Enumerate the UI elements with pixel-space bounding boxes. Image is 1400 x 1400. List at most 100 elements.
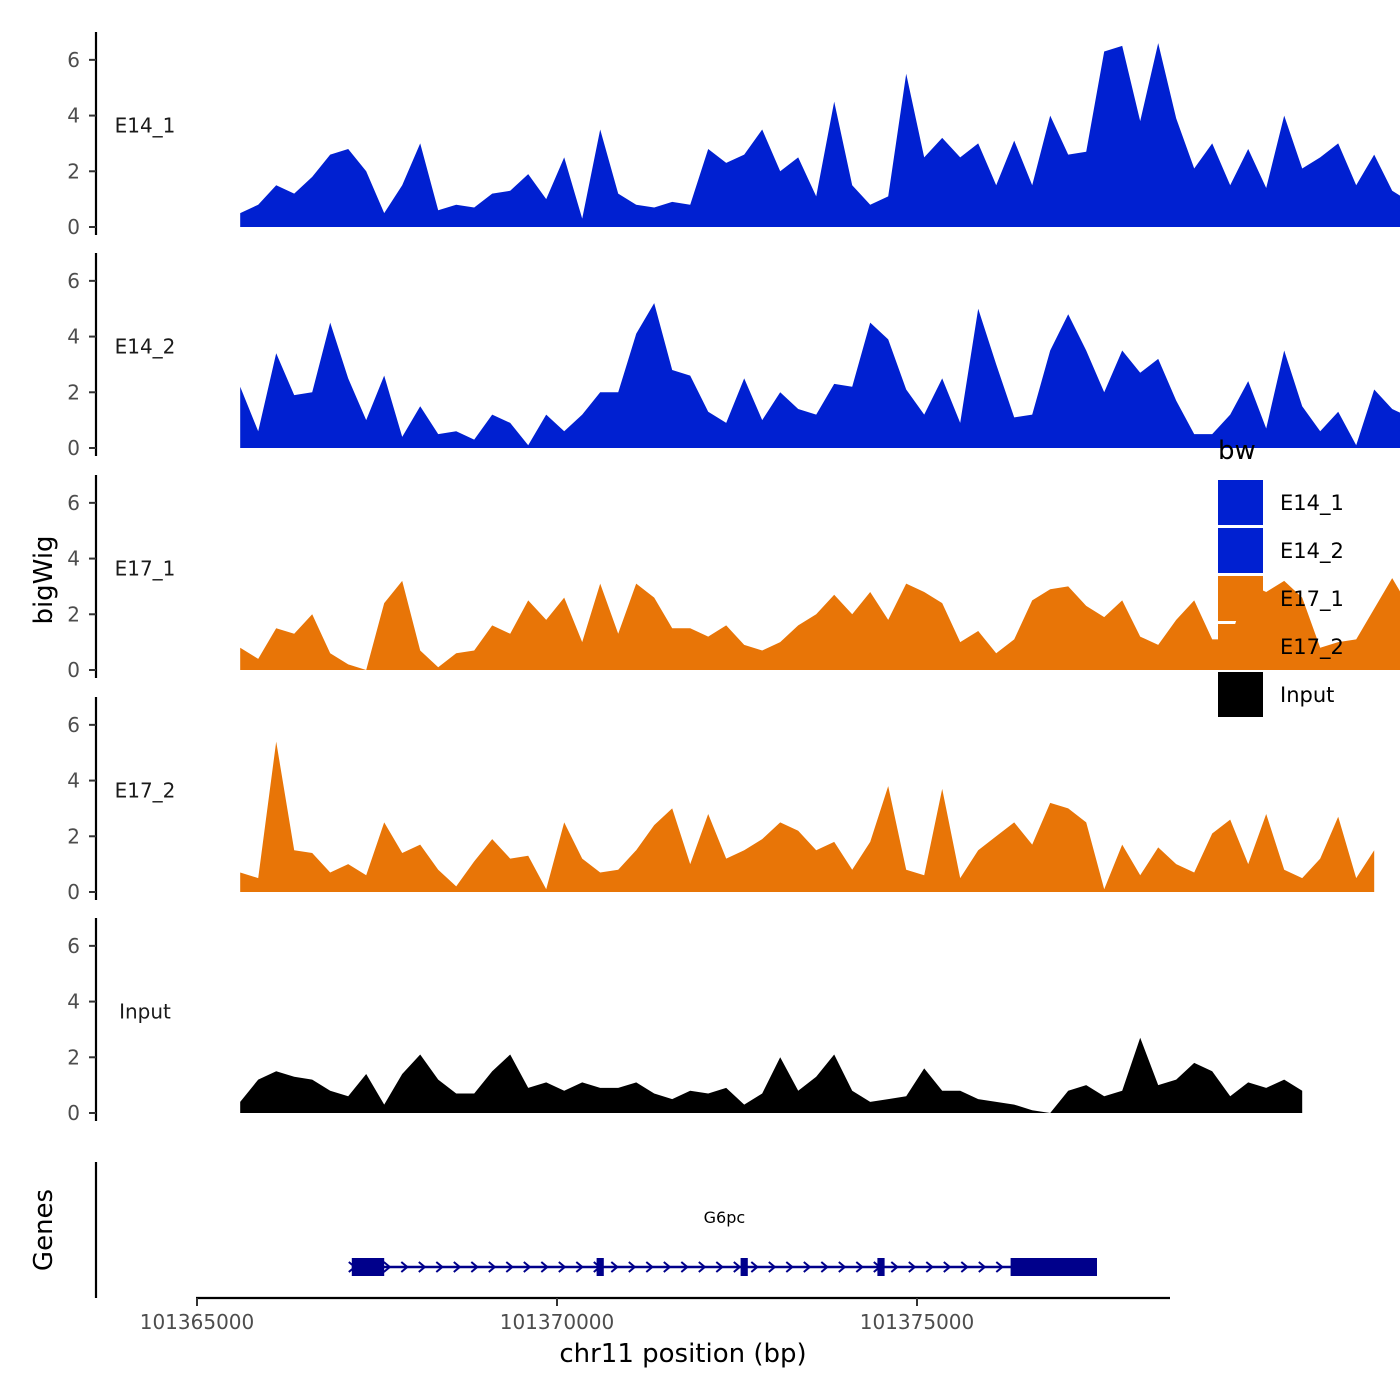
strand-arrow [645, 1261, 654, 1273]
strand-arrow [960, 1261, 969, 1273]
gene-model [348, 1258, 1097, 1276]
x-tick-label: 101375000 [860, 1310, 975, 1334]
strand-arrow [470, 1261, 479, 1273]
legend-label-E14_2: E14_2 [1280, 539, 1344, 564]
gene-track: Genes G6pc [29, 1162, 1097, 1298]
strand-arrow [855, 1261, 864, 1273]
legend-swatch-E17_1 [1218, 576, 1263, 621]
y-axis-title: bigWig [29, 535, 59, 624]
x-tick-label: 101365000 [140, 1310, 255, 1334]
y-tick-label: 6 [67, 48, 80, 72]
strand-arrow [820, 1261, 829, 1273]
y-tick-label: 4 [67, 104, 80, 128]
y-tick-label: 2 [67, 159, 80, 183]
y-tick-label: 4 [67, 769, 80, 793]
strand-arrow [505, 1261, 514, 1273]
strand-arrow [523, 1261, 532, 1273]
x-axis: 101365000 101370000 101375000 chr11 positi… [140, 1296, 1170, 1369]
strand-arrow [750, 1261, 759, 1273]
y-tick-label: 0 [67, 1101, 80, 1125]
strand-arrow [908, 1261, 917, 1273]
legend-swatch-E14_2 [1218, 528, 1263, 573]
y-tick-label: 0 [67, 658, 80, 682]
strand-arrow [488, 1261, 497, 1273]
y-tick-label: 4 [67, 990, 80, 1014]
legend-label-E17_2: E17_2 [1280, 635, 1344, 660]
strand-arrow [558, 1261, 567, 1273]
strand-arrow [838, 1261, 847, 1273]
x-axis-title: chr11 position (bp) [559, 1339, 806, 1369]
strand-arrow [610, 1261, 619, 1273]
strand-arrow [400, 1261, 409, 1273]
y-tick-label: 6 [67, 934, 80, 958]
y-axis-title-group: bigWig [29, 535, 59, 624]
legend-swatch-Input [1218, 672, 1263, 717]
strand-arrow [803, 1261, 812, 1273]
panel-label: E17_1 [115, 556, 176, 580]
panel-label: E14_1 [115, 113, 176, 137]
legend-label-E14_1: E14_1 [1280, 491, 1344, 516]
y-tick-label: 6 [67, 713, 80, 737]
strand-arrow [418, 1261, 427, 1273]
strand-arrow [575, 1261, 584, 1273]
x-axis-ticks: 101365000 101370000 101375000 [140, 1298, 975, 1334]
strand-arrow [995, 1261, 1004, 1273]
gene-exon [351, 1258, 385, 1276]
strand-arrow [733, 1261, 742, 1273]
strand-arrow [383, 1261, 392, 1273]
legend-items: E14_1 E14_2 E17_1 E17_2 Input [1218, 480, 1344, 717]
strand-arrow [698, 1261, 707, 1273]
coverage-area-E14_2 [240, 303, 1400, 448]
y-tick-label: 4 [67, 325, 80, 349]
y-tick-label: 2 [67, 1045, 80, 1069]
panel-Input: 0 2 4 6 Input [67, 918, 1303, 1125]
panel-E17_2: 0 2 4 6 E17_2 [67, 697, 1375, 904]
coverage-area-E17_2 [240, 741, 1375, 892]
legend-swatch-E14_1 [1218, 480, 1263, 525]
gene-exon [596, 1258, 604, 1276]
strand-arrow [768, 1261, 777, 1273]
y-tick-label: 2 [67, 824, 80, 848]
gene-exon [877, 1258, 885, 1276]
legend-swatch-E17_2 [1218, 624, 1263, 669]
strand-arrow [663, 1261, 672, 1273]
strand-arrow [890, 1261, 899, 1273]
panel-E14_1: 0 2 4 6 E14_1 [67, 32, 1400, 239]
strand-arrow [715, 1261, 724, 1273]
y-tick-label: 0 [67, 215, 80, 239]
coverage-area-E14_1 [240, 43, 1400, 227]
legend-label-E17_1: E17_1 [1280, 587, 1344, 612]
strand-arrow [628, 1261, 637, 1273]
gene-name-label: G6pc [704, 1208, 746, 1227]
panel-E17_1: 0 2 4 6 E17_1 [67, 475, 1400, 682]
gene-exon [1010, 1258, 1097, 1276]
y-tick-label: 6 [67, 491, 80, 515]
y-tick-label: 0 [67, 436, 80, 460]
panel-label: E17_2 [115, 778, 176, 802]
panel-E14_2: 0 2 4 6 E14_2 [67, 253, 1400, 460]
coverage-panels: 0 2 4 6 E14_1 0 2 4 6 E14_2 0 2 4 6 E17_1 0 2 4 6 E17_2 0 2 4 6… [67, 32, 1400, 1125]
y-tick-label: 2 [67, 602, 80, 626]
coverage-area-E17_1 [240, 578, 1400, 670]
strand-arrow [943, 1261, 952, 1273]
strand-arrow [453, 1261, 462, 1273]
y-tick-label: 2 [67, 380, 80, 404]
legend: bw E14_1 E14_2 E17_1 E17_2 Input [1218, 436, 1344, 717]
y-tick-label: 4 [67, 547, 80, 571]
panel-label: E14_2 [115, 334, 176, 358]
strand-arrow [435, 1261, 444, 1273]
gene-track-title: Genes [29, 1189, 59, 1271]
strand-arrow [978, 1261, 987, 1273]
y-tick-label: 0 [67, 880, 80, 904]
legend-title: bw [1218, 436, 1256, 466]
strand-arrow [785, 1261, 794, 1273]
strand-arrow [540, 1261, 549, 1273]
legend-label-Input: Input [1280, 683, 1334, 707]
coverage-area-Input [240, 1037, 1303, 1113]
strand-arrow [925, 1261, 934, 1273]
x-tick-label: 101370000 [500, 1310, 615, 1334]
panel-label: Input [119, 999, 171, 1023]
gene-exon [740, 1258, 748, 1276]
strand-arrow [680, 1261, 689, 1273]
